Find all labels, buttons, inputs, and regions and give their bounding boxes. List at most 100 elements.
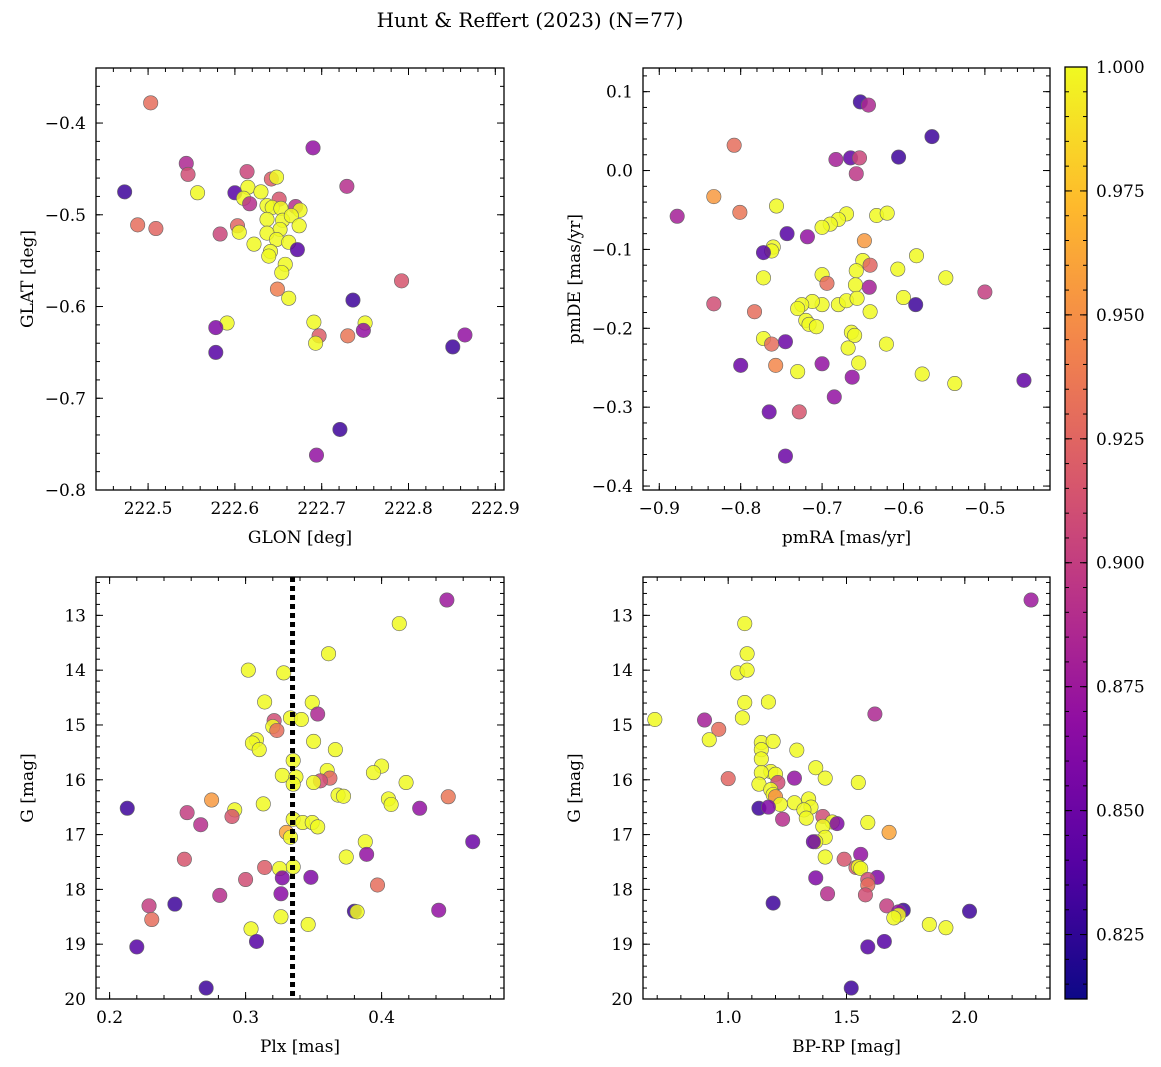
scatter-point <box>248 933 264 949</box>
x-tick-label: 222.9 <box>471 499 520 519</box>
colorbar-frame <box>1064 66 1088 1000</box>
scatter-point <box>760 694 776 710</box>
x-tick-label: −0.5 <box>964 499 1005 519</box>
scatter-point <box>739 646 755 662</box>
scatter-point <box>862 304 878 320</box>
y-axis-label: G [mag] <box>565 753 585 822</box>
scatter-series <box>117 95 473 463</box>
scatter-point <box>269 722 285 738</box>
x-tick-label: −0.6 <box>883 499 924 519</box>
x-tick-label: −0.7 <box>801 499 842 519</box>
scatter-point <box>924 129 940 145</box>
axes-frame <box>642 576 1051 1000</box>
y-tick-label: 0.1 <box>606 83 633 103</box>
scatter-point <box>851 355 867 371</box>
scatter-point <box>768 198 784 214</box>
scatter-point <box>860 939 876 955</box>
scatter-point <box>303 869 319 885</box>
scatter-point <box>779 226 795 242</box>
scatter-point <box>947 376 963 392</box>
scatter-point <box>143 95 159 111</box>
scatter-point <box>938 270 954 286</box>
scatter-point <box>799 229 815 245</box>
scatter-point <box>777 448 793 464</box>
scatter-point <box>817 770 833 786</box>
scatter-point <box>305 140 321 156</box>
scatter-point <box>224 808 240 824</box>
scatter-point <box>204 792 220 808</box>
x-tick-label: −0.8 <box>720 499 761 519</box>
scatter-point <box>755 270 771 286</box>
y-tick-label: −0.2 <box>592 319 633 339</box>
scatter-point <box>212 887 228 903</box>
scatter-point <box>269 281 285 297</box>
scatter-point <box>819 275 835 291</box>
scatter-point <box>828 151 844 167</box>
axes-frame <box>642 67 1051 491</box>
colorbar-tick-label: 0.875 <box>1096 678 1145 698</box>
y-tick-label: −0.3 <box>592 398 633 418</box>
y-tick-label: −0.7 <box>45 389 86 409</box>
scatter-point <box>1023 592 1039 608</box>
scatter-point <box>791 404 807 420</box>
scatter-point <box>167 896 183 912</box>
scatter-point <box>306 733 322 749</box>
scatter-point <box>886 910 902 926</box>
scatter-point <box>321 646 337 662</box>
axes-frame <box>95 576 505 1000</box>
x-tick-label: 222.8 <box>384 499 433 519</box>
scatter-point <box>306 775 322 791</box>
y-tick-label: 20 <box>64 990 86 1010</box>
y-tick-label: 13 <box>64 606 86 626</box>
scatter-point <box>789 742 805 758</box>
scatter-point <box>775 811 791 827</box>
scatter-point <box>239 164 255 180</box>
scatter-point <box>383 796 399 812</box>
scatter-point <box>876 933 892 949</box>
scatter-point <box>764 336 780 352</box>
scatter-point <box>826 389 842 405</box>
scatter-point <box>398 775 414 791</box>
scatter-point <box>768 357 784 373</box>
scatter-point <box>909 248 925 264</box>
y-tick-label: 19 <box>611 935 633 955</box>
colorbar-gradient <box>1065 67 1087 999</box>
scatter-point <box>276 665 292 681</box>
scatter-point <box>240 662 256 678</box>
scatter-point <box>808 760 824 776</box>
scatter-point <box>144 912 160 928</box>
colorbar-tick-label: 0.950 <box>1096 306 1145 326</box>
scatter-point <box>310 819 326 835</box>
scatter-point <box>732 204 748 220</box>
scatter-point <box>257 694 273 710</box>
scatter-point <box>274 265 290 281</box>
scatter-point <box>117 184 133 200</box>
scatter-point <box>336 788 352 804</box>
scatter-point <box>862 257 878 273</box>
scatter-series <box>647 592 1039 996</box>
scatter-point <box>1016 372 1032 388</box>
proper-motion-panel: −0.9 −0.8 −0.7 −0.6 −0.5 0.1 0.0 −0.1 −0.2 −0.3 −0… <box>565 67 1051 548</box>
scatter-point <box>790 364 806 380</box>
scatter-point <box>829 816 845 832</box>
x-tick-label: 0.3 <box>232 1008 259 1028</box>
colorbar-tick-label: 0.975 <box>1096 182 1145 202</box>
scatter-point <box>867 706 883 722</box>
scatter-point <box>357 834 373 850</box>
x-tick-label: 222.5 <box>124 499 173 519</box>
scatter-point <box>412 800 428 816</box>
scatter-point <box>289 242 305 258</box>
scatter-point <box>856 233 872 249</box>
scatter-point <box>914 366 930 382</box>
figure-title: Hunt & Reffert (2023) (N=77) <box>377 8 684 32</box>
x-tick-label: 222.7 <box>297 499 346 519</box>
scatter-point <box>130 217 146 233</box>
colorbar-tick-label: 0.900 <box>1096 554 1145 574</box>
scatter-series <box>669 94 1032 464</box>
scatter-point <box>359 846 375 862</box>
scatter-point <box>814 219 830 235</box>
scatter-point <box>293 711 309 727</box>
scatter-point <box>977 284 993 300</box>
x-axis-label: GLON [deg] <box>248 528 352 548</box>
scatter-point <box>706 296 722 312</box>
